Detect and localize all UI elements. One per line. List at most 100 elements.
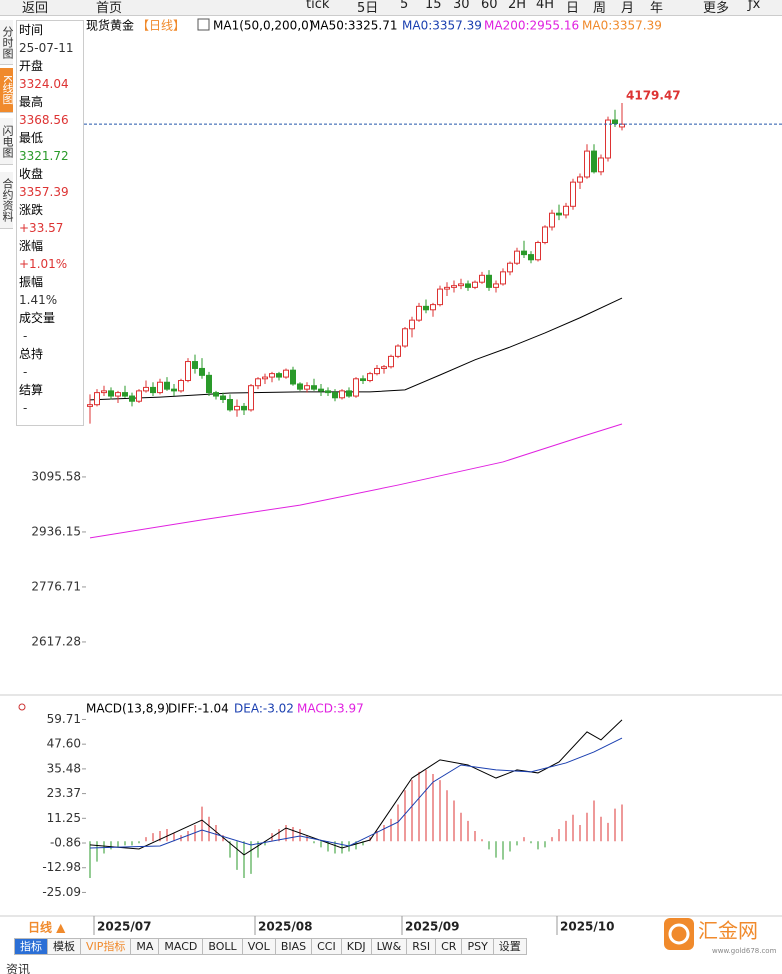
indicator-tab[interactable]: KDJ [341, 938, 372, 955]
candle-body [556, 212, 562, 216]
candle-body [549, 212, 555, 228]
candle-body [458, 283, 464, 287]
y-tick-label: 59.71 [47, 712, 81, 726]
toolbar-button[interactable]: 5 [400, 0, 409, 12]
settings-icon [18, 703, 26, 711]
candle-body [157, 381, 163, 394]
info-value: +33.57 [19, 221, 64, 235]
candle-body [605, 119, 611, 159]
indicator-tab[interactable]: 指标 [14, 938, 48, 955]
candle-body [311, 385, 317, 390]
indicator-tab[interactable]: VOL [242, 938, 276, 955]
info-value: 3368.56 [19, 113, 69, 127]
indicator-tab[interactable]: CCI [312, 938, 342, 955]
toolbar-button[interactable]: 日 [566, 1, 580, 16]
ma-indicator: MA0:3357.39 [402, 19, 482, 33]
y-tick-label: 35.48 [47, 761, 81, 775]
indicator-tab[interactable]: CR [436, 938, 463, 955]
candle-body [591, 150, 597, 173]
sidebar-tab[interactable]: K线图 [0, 68, 14, 113]
sidebar-tab[interactable]: 分时图 [0, 20, 14, 65]
candle-body [255, 378, 261, 387]
indicator-tab[interactable]: 设置 [493, 938, 527, 955]
info-label: 收盘 [19, 167, 44, 181]
moving-average [89, 423, 623, 539]
indicator-tab[interactable]: BIAS [275, 938, 313, 955]
candle-body [339, 390, 345, 399]
period-button[interactable]: 日线 ▲ [28, 920, 66, 935]
logo-url: www.gold678.com [712, 947, 777, 955]
info-label: 最高 [19, 95, 44, 109]
indicator-tab[interactable]: PSY [462, 938, 494, 955]
toolbar-button[interactable]: 60 [481, 0, 498, 12]
candle-body [185, 361, 191, 382]
candle-body [444, 286, 450, 290]
candle-body [374, 367, 380, 375]
info-label: 总持 [19, 347, 44, 361]
logo-name: 汇金网 [698, 919, 758, 943]
candle-body [381, 366, 387, 369]
indicator-tab[interactable]: MA [131, 938, 160, 955]
indicator-tab[interactable]: VIP指标 [81, 938, 132, 955]
candle-body [395, 345, 401, 357]
candle-body [206, 374, 212, 394]
info-label: 振幅 [19, 275, 44, 289]
toolbar-button[interactable]: 首页 [96, 1, 123, 16]
candle-body [332, 392, 338, 399]
candle-body [122, 392, 128, 397]
candle-body [87, 404, 93, 407]
candle-body [598, 157, 604, 173]
candle-body [388, 355, 394, 368]
ma-indicator: MA0:3357.39 [582, 19, 662, 33]
indicator-tab[interactable]: LW& [371, 938, 408, 955]
toolbar-button[interactable]: tick [306, 0, 330, 12]
indicator-tab[interactable]: RSI [407, 938, 437, 955]
toolbar-button[interactable]: 15 [425, 0, 442, 12]
indicator-tab[interactable]: BOLL [203, 938, 243, 955]
candle-body [276, 373, 282, 378]
toolbar-button[interactable]: 月 [621, 1, 635, 16]
toolbar-button[interactable]: 2H [508, 0, 527, 12]
candle-body [542, 226, 548, 244]
toolbar-button[interactable]: ƒx [748, 0, 761, 12]
ma-indicator: MA50:3325.71 [310, 19, 398, 33]
toolbar-button[interactable]: 更多 [703, 1, 730, 16]
toolbar-button[interactable]: 年 [650, 1, 664, 16]
y-tick-label: -25.09 [42, 885, 81, 899]
candle-body [318, 388, 324, 392]
candle-body [248, 385, 254, 411]
footer-tab[interactable]: 资讯 [6, 963, 30, 974]
candle-body [493, 283, 499, 288]
info-label: 开盘 [19, 59, 44, 73]
info-value: 3321.72 [19, 149, 69, 163]
y-tick-label: 2776.71 [31, 579, 81, 593]
ma-indicator: MA200:2955.16 [484, 19, 579, 33]
toolbar-button[interactable]: 30 [453, 0, 470, 12]
indicator-tab[interactable]: MACD [159, 938, 204, 955]
ma-indicator: MA1(50,0,200,0) [213, 19, 313, 33]
candle-body [164, 381, 170, 390]
toolbar-button[interactable]: 5日 [357, 1, 379, 16]
logo-icon [664, 918, 694, 950]
candle-body [430, 304, 436, 311]
toolbar-button[interactable]: 4H [536, 0, 555, 12]
date-label: 2025/10 [560, 920, 614, 934]
candle-body [234, 405, 240, 411]
info-label: 时间 [19, 23, 44, 37]
candle-body [297, 383, 303, 390]
candle-body [486, 274, 492, 288]
indicator-tab[interactable]: 模板 [48, 938, 81, 955]
toolbar-button[interactable]: 周 [593, 1, 607, 16]
macd-title: MACD(13,8,9) [86, 702, 170, 716]
candle-body [528, 254, 534, 261]
macd-value: MACD:3.97 [297, 702, 364, 716]
sidebar-tab[interactable]: 合约资料 [0, 172, 14, 229]
date-label: 2025/08 [258, 920, 312, 934]
candle-body [227, 399, 233, 411]
date-label: 2025/09 [405, 920, 459, 934]
candle-body [535, 242, 541, 261]
toolbar-button[interactable]: 返回 [22, 1, 49, 16]
candle-body [199, 367, 205, 376]
y-tick-label: 11.25 [47, 811, 81, 825]
sidebar-tab[interactable]: 闪电图 [0, 118, 14, 165]
